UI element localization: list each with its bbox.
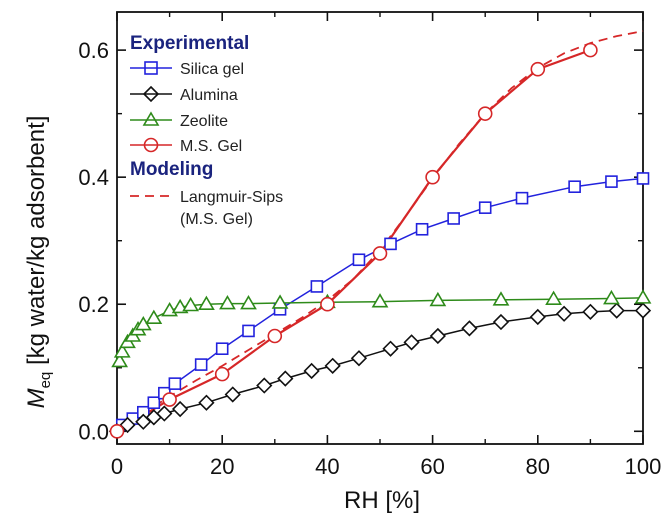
point-alumina [608, 302, 625, 319]
point-alumina [555, 305, 573, 322]
y-tick-label-3: 0.6 [78, 38, 109, 63]
x-tick-label-0: 0 [111, 454, 123, 479]
point-alumina [156, 405, 173, 422]
point-alumina [324, 357, 341, 374]
point-m-s-gel [425, 169, 440, 185]
point-zeolite [371, 293, 389, 308]
point-silica-gel [352, 253, 366, 267]
point-silica-gel [310, 280, 324, 293]
y-axis-label: Meq [kg water/kg adsorbent] [23, 116, 54, 409]
point-alumina [461, 320, 478, 337]
point-zeolite [429, 291, 447, 307]
legend-marker-ms-gel [143, 137, 159, 153]
point-alumina [634, 302, 652, 319]
point-silica-gel [636, 172, 650, 185]
x-tick-label-5: 100 [625, 454, 662, 479]
plot-layer: 0 20 40 60 80 100 0.0 0.2 0.4 0.6 [78, 11, 662, 479]
point-zeolite [545, 290, 562, 305]
point-silica-gel [515, 191, 529, 205]
point-alumina [382, 340, 399, 357]
point-m-s-gel [530, 61, 546, 77]
point-silica-gel [168, 377, 182, 390]
point-silica-gel [242, 324, 255, 338]
point-zeolite [492, 291, 510, 306]
legend-marker-zeolite [142, 111, 160, 126]
legend: Experimental Silica gel Alumina Zeolite … [130, 33, 283, 228]
series-line-alumina [116, 309, 643, 432]
point-zeolite [603, 289, 620, 305]
point-m-s-gel [372, 246, 388, 261]
point-zeolite [271, 294, 289, 309]
point-alumina [171, 400, 189, 418]
point-silica-gel [384, 237, 397, 251]
point-silica-gel [478, 201, 492, 214]
legend-label-alumina: Alumina [180, 87, 238, 104]
legend-marker-silica-gel [144, 61, 158, 75]
legend-label-langmuir-sips: Langmuir-Sips [180, 189, 283, 206]
point-alumina [303, 362, 320, 380]
x-tick-label-1: 20 [210, 454, 234, 479]
point-zeolite [219, 295, 236, 310]
y-tick-label-0: 0.0 [78, 419, 109, 444]
point-alumina [119, 416, 136, 434]
point-zeolite [198, 295, 215, 311]
y-tick-label-1: 0.2 [78, 292, 109, 317]
x-axis-label: RH [%] [344, 487, 420, 514]
legend-item-zeolite: Zeolite [130, 111, 228, 130]
point-m-s-gel [583, 42, 598, 58]
point-alumina [429, 327, 446, 345]
point-silica-gel [447, 212, 460, 225]
point-zeolite [145, 309, 163, 325]
point-zeolite [111, 352, 129, 368]
legend-item-langmuir-sips: Langmuir-Sips (M.S. Gel) [130, 189, 283, 228]
point-zeolite [113, 343, 131, 358]
point-alumina [529, 308, 546, 326]
x-tick-label-2: 40 [315, 454, 339, 479]
legend-label-zeolite: Zeolite [180, 113, 228, 130]
point-alumina [492, 313, 510, 331]
y-tick-label-2: 0.4 [78, 165, 109, 190]
point-zeolite [634, 289, 652, 304]
point-alumina [256, 377, 273, 394]
legend-label-ms-gel: M.S. Gel [180, 138, 242, 155]
point-m-s-gel [320, 296, 335, 312]
point-silica-gel [568, 180, 581, 194]
point-silica-gel [415, 222, 429, 236]
legend-item-alumina: Alumina [130, 85, 238, 104]
point-m-s-gel [214, 366, 230, 382]
point-m-s-gel [477, 106, 493, 121]
point-silica-gel [147, 396, 161, 410]
point-zeolite [182, 296, 200, 312]
legend-header-experimental: Experimental [130, 33, 249, 54]
point-alumina [277, 370, 294, 387]
point-m-s-gel [267, 328, 283, 344]
point-silica-gel [194, 358, 208, 371]
legend-marker-alumina [142, 85, 160, 103]
point-alumina [403, 334, 420, 351]
point-silica-gel [215, 342, 229, 356]
legend-item-silica-gel: Silica gel [130, 61, 244, 78]
legend-header-modeling: Modeling [130, 159, 213, 180]
point-alumina [224, 386, 241, 403]
legend-label-langmuir-sips-line2: (M.S. Gel) [180, 211, 253, 228]
point-alumina [350, 350, 368, 367]
point-zeolite [240, 295, 257, 310]
series-line-m-s-gel [116, 49, 591, 433]
point-silica-gel [605, 175, 618, 188]
x-tick-label-4: 80 [526, 454, 550, 479]
x-tick-label-3: 60 [420, 454, 444, 479]
legend-label-silica-gel: Silica gel [180, 61, 244, 78]
point-m-s-gel [109, 423, 125, 439]
point-m-s-gel [162, 392, 177, 407]
point-alumina [582, 303, 599, 320]
point-alumina [198, 394, 215, 411]
legend-item-ms-gel: M.S. Gel [130, 137, 242, 155]
